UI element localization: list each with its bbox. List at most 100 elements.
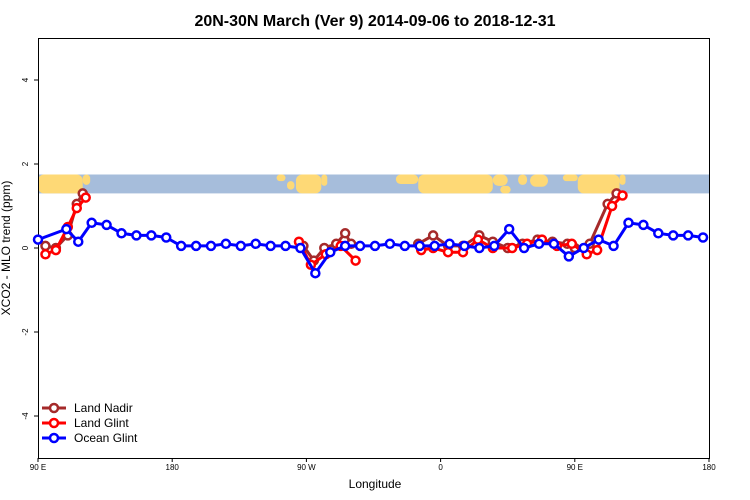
data-point-ocean-glint bbox=[235, 240, 247, 252]
legend-swatch-marker bbox=[48, 402, 60, 414]
legend-swatch-marker bbox=[48, 432, 60, 444]
data-point-ocean-glint bbox=[116, 228, 127, 239]
map-band bbox=[38, 174, 709, 194]
legend-item-ocean-glint: Ocean Glint bbox=[42, 431, 138, 445]
data-point-ocean-glint bbox=[474, 242, 485, 254]
data-point-land-glint bbox=[350, 255, 361, 266]
data-point-land-glint bbox=[591, 244, 603, 256]
map-band-land bbox=[500, 185, 511, 194]
chart-title: 20N-30N March (Ver 9) 2014-09-06 to 2018… bbox=[194, 13, 555, 30]
data-point-ocean-glint bbox=[429, 240, 440, 252]
data-point-ocean-glint bbox=[190, 240, 202, 252]
map-band-land bbox=[287, 181, 295, 190]
legend-item-land-nadir: Land Nadir bbox=[42, 401, 133, 415]
legend-swatch-marker bbox=[48, 417, 60, 429]
data-point-land-glint bbox=[442, 246, 454, 258]
series-land-glint bbox=[40, 190, 628, 271]
map-band-land bbox=[418, 174, 493, 194]
data-point-ocean-glint bbox=[73, 236, 84, 247]
data-point-land-glint bbox=[50, 244, 62, 256]
data-point-ocean-glint bbox=[593, 234, 604, 245]
data-point-ocean-glint bbox=[310, 267, 321, 279]
map-band-land bbox=[321, 174, 328, 186]
data-point-land-nadir bbox=[339, 228, 351, 239]
map-band-land bbox=[38, 174, 83, 194]
y-tick-label: 2 bbox=[21, 161, 30, 166]
data-point-ocean-glint bbox=[444, 238, 455, 250]
data-point-ocean-glint bbox=[638, 219, 649, 231]
x-tick-label: 180 bbox=[166, 463, 180, 472]
data-point-ocean-glint bbox=[32, 234, 44, 245]
x-axis: 90 E 180 90 W 0 90 E 180 bbox=[30, 458, 716, 472]
data-point-land-glint bbox=[472, 234, 484, 245]
map-band-land bbox=[276, 174, 286, 182]
data-point-land-glint bbox=[71, 202, 83, 214]
y-axis: 4 2 0 -2 -4 bbox=[21, 77, 38, 420]
data-point-ocean-glint bbox=[205, 240, 217, 252]
data-point-ocean-glint bbox=[354, 240, 366, 252]
data-point-ocean-glint bbox=[160, 232, 172, 243]
data-point-land-nadir bbox=[40, 240, 51, 252]
map-band-land bbox=[492, 174, 508, 186]
data-point-ocean-glint bbox=[339, 240, 351, 252]
data-point-ocean-glint bbox=[503, 223, 515, 235]
data-point-ocean-glint bbox=[280, 240, 291, 252]
x-tick-label: 180 bbox=[702, 463, 716, 472]
map-band-land bbox=[295, 174, 322, 194]
data-point-ocean-glint bbox=[608, 240, 619, 252]
data-point-ocean-glint bbox=[623, 217, 634, 229]
data-point-ocean-glint bbox=[86, 217, 97, 229]
data-point-ocean-glint bbox=[414, 240, 425, 252]
data-point-land-glint bbox=[617, 190, 628, 201]
x-tick-label: 0 bbox=[438, 463, 443, 472]
data-point-land-glint bbox=[606, 200, 618, 212]
data-point-ocean-glint bbox=[518, 242, 530, 254]
data-point-land-nadir bbox=[427, 230, 439, 241]
data-point-ocean-glint bbox=[61, 223, 72, 235]
data-point-ocean-glint bbox=[399, 240, 411, 252]
data-point-ocean-glint bbox=[653, 228, 664, 239]
data-point-ocean-glint bbox=[146, 230, 157, 241]
data-point-ocean-glint bbox=[682, 230, 694, 241]
data-point-ocean-glint bbox=[533, 238, 545, 250]
data-point-ocean-glint bbox=[175, 240, 187, 252]
data-point-ocean-glint bbox=[265, 240, 276, 252]
data-point-ocean-glint bbox=[563, 251, 575, 262]
y-tick-label: 4 bbox=[21, 77, 30, 82]
data-point-ocean-glint bbox=[384, 238, 396, 250]
map-band-land bbox=[395, 174, 419, 184]
data-point-ocean-glint bbox=[369, 240, 381, 252]
legend-label: Ocean Glint bbox=[74, 431, 138, 445]
map-band-land bbox=[619, 174, 626, 185]
data-point-land-glint bbox=[80, 192, 91, 203]
data-point-ocean-glint bbox=[459, 240, 470, 252]
data-point-ocean-glint bbox=[697, 232, 709, 243]
y-axis-label: XCO2 - MLO trend (ppm) bbox=[0, 181, 13, 316]
data-point-ocean-glint bbox=[667, 230, 679, 241]
data-point-land-glint bbox=[40, 249, 51, 260]
data-point-ocean-glint bbox=[325, 246, 336, 258]
plot-frame bbox=[38, 38, 710, 459]
x-tick-label: 90 E bbox=[30, 463, 46, 472]
map-band-land bbox=[82, 174, 91, 185]
data-point-ocean-glint bbox=[250, 238, 261, 250]
x-tick-label: 90 W bbox=[297, 463, 316, 472]
data-point-land-glint bbox=[566, 238, 578, 250]
y-tick-label: 0 bbox=[21, 245, 30, 250]
map-band-land bbox=[562, 174, 578, 182]
legend-label: Land Glint bbox=[74, 416, 129, 430]
map-band-land bbox=[518, 174, 528, 185]
data-point-ocean-glint bbox=[489, 240, 500, 252]
data-point-ocean-glint bbox=[131, 230, 142, 241]
data-point-ocean-glint bbox=[548, 238, 560, 250]
y-tick-label: -2 bbox=[21, 328, 30, 336]
map-band-land bbox=[530, 174, 548, 187]
data-point-land-glint bbox=[506, 242, 518, 254]
legend-label: Land Nadir bbox=[74, 401, 133, 415]
x-tick-label: 90 E bbox=[567, 463, 583, 472]
map-band-land bbox=[577, 174, 620, 194]
data-point-ocean-glint bbox=[295, 242, 306, 254]
x-axis-label: Longitude bbox=[349, 477, 402, 491]
y-tick-label: -4 bbox=[21, 412, 30, 420]
